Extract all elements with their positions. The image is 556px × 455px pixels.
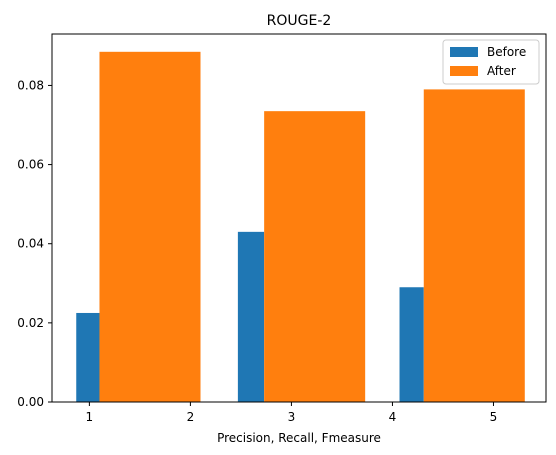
legend: Before After bbox=[442, 39, 540, 85]
y-axis: 0.00 0.02 0.04 0.06 0.08 bbox=[17, 78, 52, 409]
y-tick-label: 0.08 bbox=[17, 78, 44, 92]
chart-title: ROUGE-2 bbox=[267, 13, 332, 29]
y-tick-label: 0.06 bbox=[17, 158, 44, 172]
x-tick-label: 3 bbox=[288, 410, 296, 424]
y-tick-label: 0.02 bbox=[17, 316, 44, 330]
bar-after-3 bbox=[423, 89, 525, 402]
bar-after-1 bbox=[99, 51, 201, 402]
y-tick-label: 0.04 bbox=[17, 237, 44, 251]
plot-frame bbox=[51, 33, 547, 403]
bar-before-3 bbox=[399, 287, 424, 402]
plot-area bbox=[76, 51, 525, 403]
legend-label-before: Before bbox=[487, 45, 526, 59]
x-tick-label: 5 bbox=[490, 410, 498, 424]
legend-label-after: After bbox=[487, 64, 516, 78]
x-tick-label: 4 bbox=[389, 410, 397, 424]
x-axis: 1 2 3 4 5 bbox=[86, 402, 498, 424]
x-tick-label: 2 bbox=[187, 410, 195, 424]
x-axis-label: Precision, Recall, Fmeasure bbox=[217, 431, 381, 445]
legend-swatch-before bbox=[450, 47, 478, 57]
bar-before-1 bbox=[76, 312, 100, 402]
y-tick-label: 0.00 bbox=[17, 395, 44, 409]
x-tick-label: 1 bbox=[86, 410, 94, 424]
bar-before-2 bbox=[237, 231, 265, 402]
legend-swatch-after bbox=[450, 66, 478, 76]
bar-after-2 bbox=[264, 111, 366, 403]
